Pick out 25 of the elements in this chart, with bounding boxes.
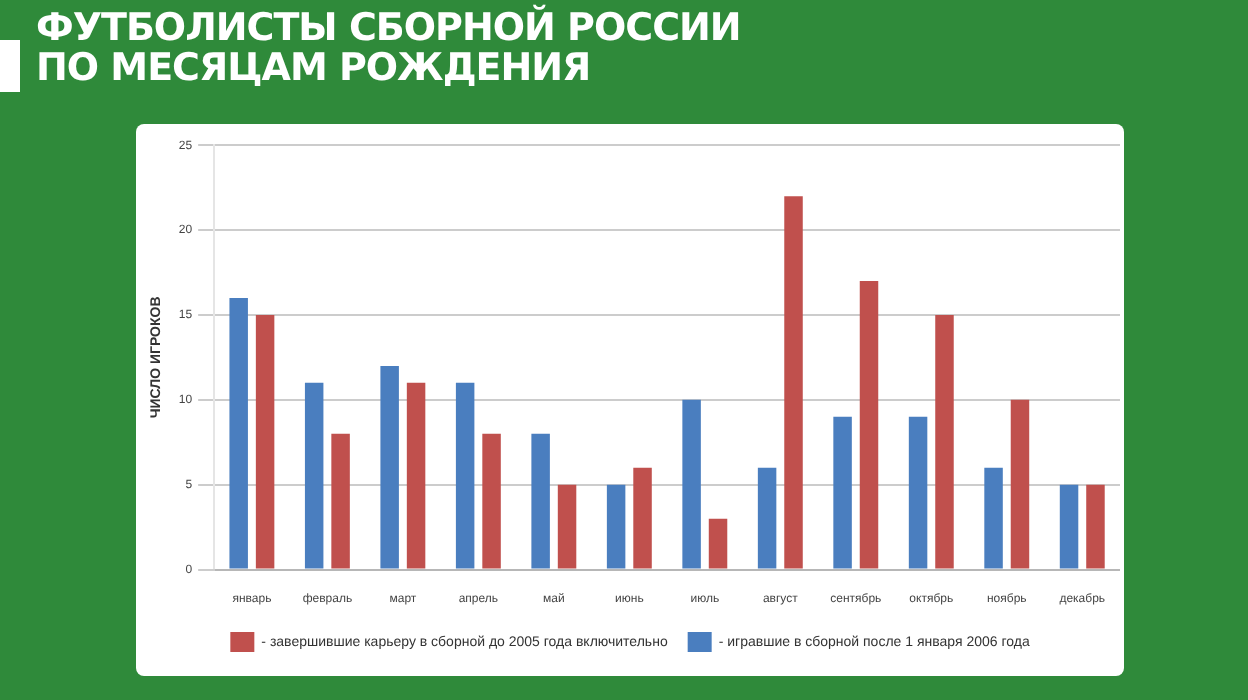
bar bbox=[304, 382, 324, 569]
bar bbox=[708, 518, 728, 569]
bar bbox=[380, 365, 399, 569]
bar bbox=[633, 467, 652, 569]
chart-title: ФУТБОЛИСТЫ СБОРНОЙ РОССИИ ПО МЕСЯЦАМ РОЖДЕНИЯ bbox=[36, 6, 743, 90]
bar bbox=[984, 467, 1003, 569]
bar bbox=[1086, 484, 1105, 569]
bar bbox=[682, 399, 701, 569]
bar bbox=[935, 314, 954, 569]
bar bbox=[1059, 484, 1079, 569]
bar bbox=[406, 382, 426, 569]
bar bbox=[859, 281, 879, 569]
bar bbox=[833, 416, 852, 569]
bar bbox=[255, 314, 275, 569]
bar bbox=[757, 467, 777, 569]
bar bbox=[557, 484, 577, 569]
bar bbox=[606, 484, 626, 569]
bar bbox=[1010, 399, 1030, 569]
bar bbox=[531, 433, 550, 569]
bar bbox=[229, 297, 248, 569]
bar bbox=[908, 416, 928, 569]
bar bbox=[482, 433, 501, 569]
bar bbox=[784, 196, 803, 569]
bar bbox=[455, 382, 475, 569]
bar bbox=[331, 433, 350, 569]
